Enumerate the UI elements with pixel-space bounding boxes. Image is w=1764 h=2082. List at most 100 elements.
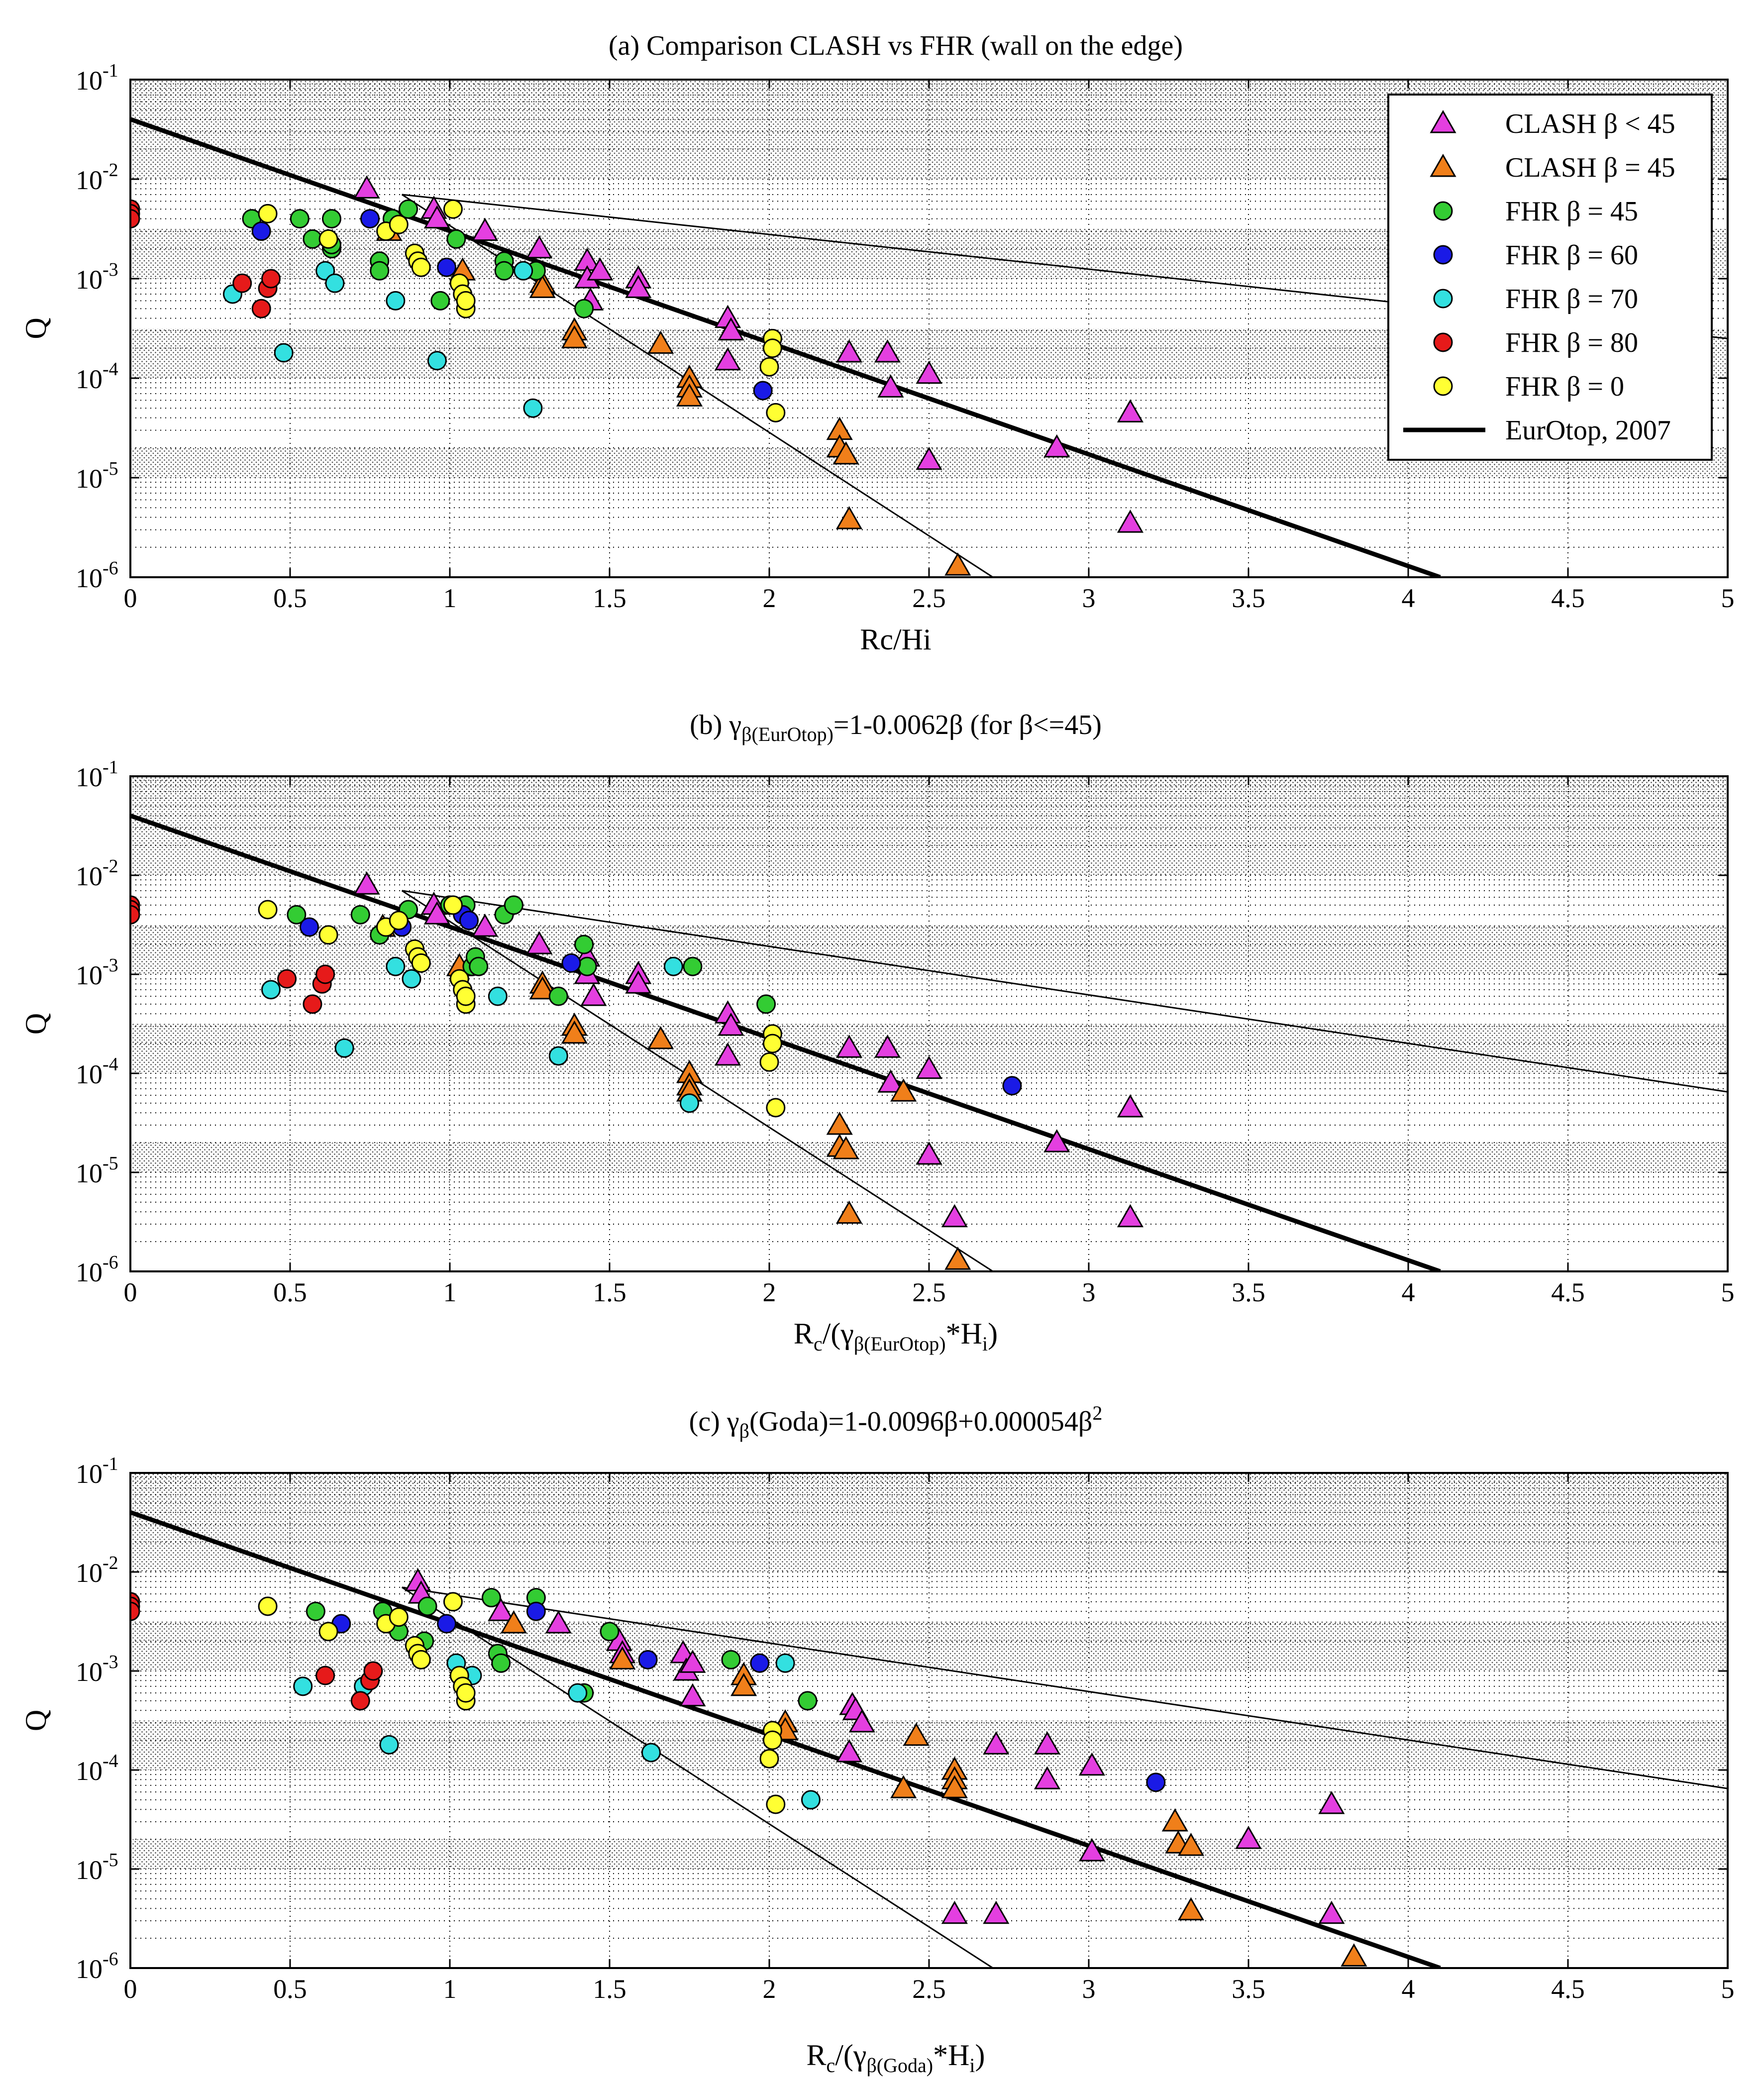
data-point-circle <box>683 956 703 976</box>
x-tick-label: 5 <box>1721 1974 1735 2004</box>
data-point-triangle <box>561 1020 588 1044</box>
data-point-circle <box>1146 1772 1166 1792</box>
data-point-circle <box>261 269 281 289</box>
data-point-circle <box>600 1622 620 1642</box>
data-point-circle <box>437 257 457 277</box>
panel-b-title: (b) γβ(EurOtop)=1-0.0062β (for β<=45) <box>690 710 1102 745</box>
data-point-triangle <box>714 1042 741 1066</box>
data-point-circle <box>577 956 597 976</box>
data-point-circle <box>459 911 479 931</box>
x-tick-label: 3 <box>1082 1277 1096 1307</box>
data-point-triangle <box>1043 1129 1070 1152</box>
x-tick-label: 4.5 <box>1551 1974 1585 2004</box>
panel-b-xlabel-r: R <box>794 1317 814 1350</box>
data-point-triangle <box>941 1204 968 1228</box>
dotted-band <box>130 1839 1728 1869</box>
legend-marker-circle <box>1433 245 1453 265</box>
data-point-circle <box>389 911 409 931</box>
panel-c-title-prefix: (c) γ <box>689 1406 739 1437</box>
data-point-circle <box>526 1601 546 1621</box>
data-point-triangle <box>1177 1897 1205 1921</box>
y-axis-label: Q <box>19 317 52 339</box>
y-tick-exponent: -1 <box>103 757 118 778</box>
panel-b-xlabel-h: *H <box>946 1317 982 1350</box>
x-tick-label: 0 <box>124 1974 137 2004</box>
legend-label: CLASH β < 45 <box>1505 108 1675 139</box>
y-tick-exponent: -4 <box>103 1054 118 1075</box>
panel-c-xlabel-close: ) <box>975 2039 985 2072</box>
data-point-circle <box>456 291 476 311</box>
data-point-triangle <box>835 1035 863 1058</box>
data-point-triangle <box>944 1247 971 1270</box>
data-point-circle <box>318 1622 338 1642</box>
data-point-triangle <box>625 275 652 298</box>
data-point-triangle <box>1043 434 1070 458</box>
x-tick-label: 0.5 <box>273 583 307 613</box>
data-points <box>130 871 1144 1270</box>
y-tick-base: 10 <box>76 265 103 295</box>
data-point-circle <box>762 1034 782 1053</box>
data-point-triangle <box>676 383 703 407</box>
y-tick-base: 10 <box>76 1954 103 1984</box>
panel-b-title-prefix: (b) γ <box>690 710 741 740</box>
data-point-circle <box>801 1790 821 1810</box>
data-point-circle <box>402 969 421 989</box>
y-tick-exponent: -3 <box>103 259 118 280</box>
y-tick-exponent: -1 <box>103 1454 118 1474</box>
data-point-triangle <box>580 983 607 1006</box>
panel-c-title: (c) γβ(Goda)=1-0.0096β+0.000054β2 <box>689 1402 1103 1442</box>
data-point-circle <box>290 209 310 229</box>
legend-box <box>1387 94 1713 461</box>
x-tick-label: 2 <box>763 583 776 613</box>
data-point-triangle <box>353 871 380 895</box>
legend-label: FHR β = 60 <box>1505 240 1638 271</box>
y-tick-exponent: -6 <box>103 558 118 579</box>
data-point-circle <box>504 895 523 915</box>
data-point-triangle <box>944 552 971 576</box>
panel-b-xlabel: Rc/(γβ(EurOtop)*Hi) <box>794 1317 998 1355</box>
data-point-circle <box>300 917 319 937</box>
data-point-triangle <box>877 374 904 398</box>
data-point-circle <box>523 398 543 418</box>
data-point-circle <box>750 1653 770 1673</box>
y-tick-label: 10-5 <box>76 1153 118 1188</box>
data-point-circle <box>261 980 281 1000</box>
data-point-triangle <box>848 1709 875 1733</box>
panel-c-title-sup: 2 <box>1092 1402 1102 1424</box>
y-tick-exponent: -5 <box>103 458 118 479</box>
data-point-triangle <box>679 1683 706 1707</box>
data-point-triangle <box>529 275 556 298</box>
data-point-triangle <box>561 325 588 348</box>
legend-label: FHR β = 0 <box>1505 371 1624 402</box>
legend-marker-circle <box>1433 332 1453 352</box>
data-point-triangle <box>835 1200 863 1224</box>
data-point-circle <box>258 204 278 223</box>
data-point-circle <box>386 956 406 976</box>
y-tick-base: 10 <box>76 1257 103 1287</box>
data-point-circle <box>443 199 463 219</box>
data-point-triangle <box>1117 399 1144 422</box>
y-tick-base: 10 <box>76 364 103 394</box>
data-point-triangle <box>983 1900 1010 1924</box>
panel-c: (c) γβ(Goda)=1-0.0096β+0.000054β2 0 0.5 1 1… <box>19 1402 1735 2077</box>
x-tick-label: 1.5 <box>593 1277 626 1307</box>
data-point-circle <box>411 257 431 277</box>
data-point-triangle <box>647 1026 674 1049</box>
y-tick-base: 10 <box>76 960 103 990</box>
data-point-circle <box>775 1653 795 1673</box>
data-point-triangle <box>1034 1731 1061 1755</box>
data-point-triangle <box>718 1013 744 1036</box>
x-tick-label: 1 <box>443 583 457 613</box>
panel-b-xlabel-c: c <box>814 1333 823 1355</box>
data-point-circle <box>251 299 271 318</box>
y-tick-label: 10-5 <box>76 458 118 494</box>
data-point-triangle <box>1161 1808 1188 1832</box>
y-tick-exponent: -6 <box>103 1252 118 1273</box>
y-tick-base: 10 <box>76 1558 103 1588</box>
y-tick-base: 10 <box>76 165 103 195</box>
data-point-triangle <box>1117 510 1144 533</box>
data-point-circle <box>130 1601 140 1621</box>
legend-label: EurOtop, 2007 <box>1505 415 1671 446</box>
data-point-circle <box>759 1749 779 1769</box>
